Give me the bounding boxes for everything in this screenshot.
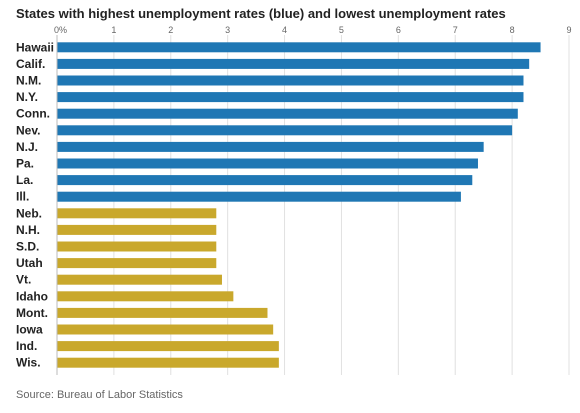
- category-label: Iowa: [16, 323, 43, 337]
- category-label: Neb.: [16, 206, 42, 220]
- bar: [57, 108, 518, 119]
- bar: [57, 175, 473, 186]
- bar: [57, 208, 217, 219]
- category-label: S.D.: [16, 240, 39, 254]
- x-tick-label: 7: [453, 25, 458, 35]
- category-label: N.Y.: [16, 90, 38, 104]
- bar: [57, 241, 217, 252]
- chart-title: States with highest unemployment rates (…: [16, 6, 506, 21]
- x-tick-label: 4: [282, 25, 287, 35]
- x-tick-label: 0%: [54, 25, 67, 35]
- bar: [57, 141, 484, 152]
- x-tick-label: 9: [566, 25, 571, 35]
- category-label: Mont.: [16, 306, 48, 320]
- bar: [57, 357, 279, 368]
- category-label: N.H.: [16, 223, 40, 237]
- category-label: N.M.: [16, 74, 41, 88]
- bar: [57, 274, 222, 285]
- category-label: Hawaii: [16, 40, 54, 54]
- category-label: Ill.: [16, 190, 29, 204]
- category-label: Nev.: [16, 123, 40, 137]
- category-label: Idaho: [16, 289, 48, 303]
- category-label: La.: [16, 173, 33, 187]
- category-label: Pa.: [16, 157, 34, 171]
- bar: [57, 92, 524, 103]
- x-tick-label: 1: [111, 25, 116, 35]
- bar: [57, 158, 478, 169]
- category-label: Conn.: [16, 107, 50, 121]
- bar: [57, 191, 461, 202]
- bar: [57, 224, 217, 235]
- x-tick-label: 6: [396, 25, 401, 35]
- category-label: Vt.: [16, 273, 31, 287]
- bar: [57, 75, 524, 86]
- bar: [57, 258, 217, 269]
- bar: [57, 291, 234, 302]
- category-label: Utah: [16, 256, 43, 270]
- bar: [57, 307, 268, 318]
- x-tick-label: 2: [168, 25, 173, 35]
- bar: [57, 125, 513, 136]
- source-note: Source: Bureau of Labor Statistics: [16, 389, 183, 401]
- category-label: N.J.: [16, 140, 38, 154]
- bar: [57, 341, 279, 352]
- category-label: Wis.: [16, 356, 41, 370]
- x-tick-label: 8: [510, 25, 515, 35]
- category-label: Ind.: [16, 339, 37, 353]
- bar: [57, 324, 274, 335]
- x-tick-label: 3: [225, 25, 230, 35]
- category-label: Calif.: [16, 57, 45, 71]
- x-tick-label: 5: [339, 25, 344, 35]
- bar: [57, 58, 530, 69]
- bar: [57, 42, 541, 53]
